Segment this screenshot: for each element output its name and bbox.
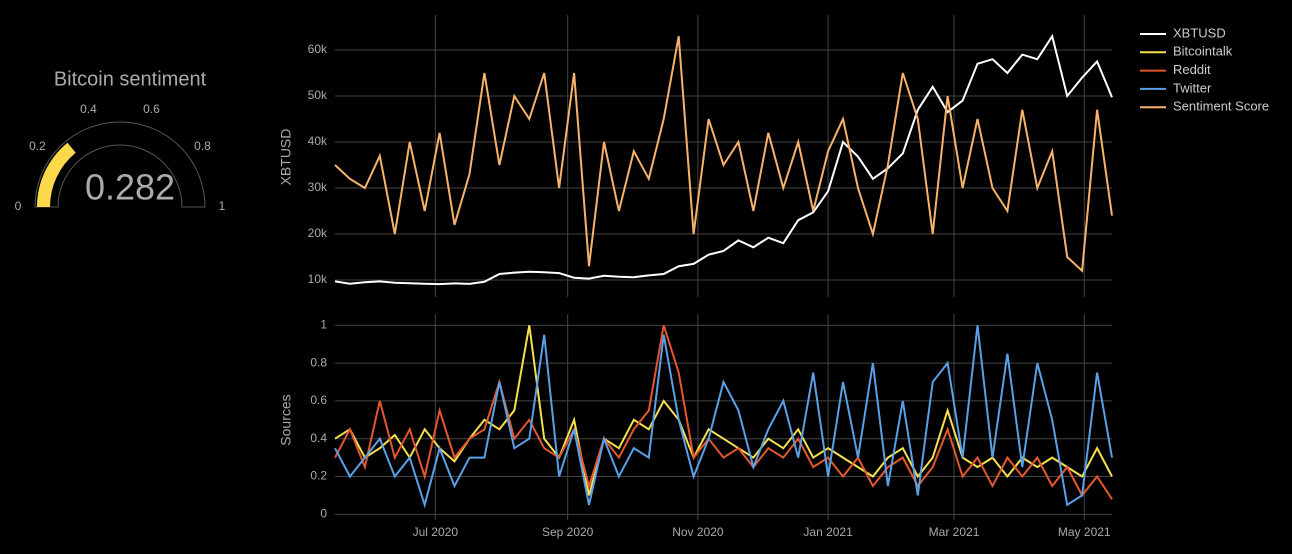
y-tick-label: 10k: [308, 272, 328, 286]
x-tick-label: Jul 2020: [413, 525, 459, 539]
y-tick-label: 0.6: [310, 393, 327, 407]
series-line: [334, 33, 1113, 286]
gauge-tick-label: 0.8: [194, 139, 211, 153]
y-tick-label: 0.8: [310, 355, 327, 369]
y-tick-label: 60k: [308, 42, 328, 56]
legend-label: XBTUSD: [1173, 25, 1226, 40]
y-tick-label: 30k: [308, 180, 328, 194]
gauge-tick-label: 0.4: [80, 102, 97, 116]
series-line: [334, 325, 1113, 496]
gauge-tick-label: 0: [15, 199, 22, 213]
gauge-title: Bitcoin sentiment: [54, 68, 207, 90]
y-tick-label: 50k: [308, 88, 328, 102]
x-tick-label: May 2021: [1058, 525, 1111, 539]
y-tick-label: 0: [320, 507, 327, 521]
gauge-tick-label: 1: [219, 199, 226, 213]
gauge-outline: [34, 121, 206, 208]
x-tick-label: Mar 2021: [929, 525, 980, 539]
y-axis-label: XBTUSD: [278, 129, 294, 186]
y-tick-label: 0.2: [310, 469, 327, 483]
gauge-value: 0.282: [85, 167, 175, 208]
gauge-bar: [37, 142, 76, 207]
y-tick-label: 0.4: [310, 431, 327, 445]
series-line: [334, 325, 1113, 509]
legend-label: Sentiment Score: [1173, 99, 1269, 114]
gauge-tick-label: 0.2: [29, 139, 46, 153]
y-axis-label: Sources: [278, 394, 294, 445]
legend-label: Twitter: [1173, 80, 1212, 95]
y-tick-label: 20k: [308, 226, 328, 240]
x-tick-label: Sep 2020: [542, 525, 594, 539]
y-tick-label: 40k: [308, 134, 328, 148]
gauge-tick-label: 0.6: [143, 102, 160, 116]
series-line: [334, 36, 1113, 273]
legend-label: Reddit: [1173, 62, 1211, 77]
legend-label: Bitcointalk: [1173, 44, 1233, 59]
x-tick-label: Jan 2021: [803, 525, 853, 539]
x-tick-label: Nov 2020: [672, 525, 724, 539]
y-tick-label: 1: [320, 318, 327, 332]
series-line: [334, 324, 1113, 500]
